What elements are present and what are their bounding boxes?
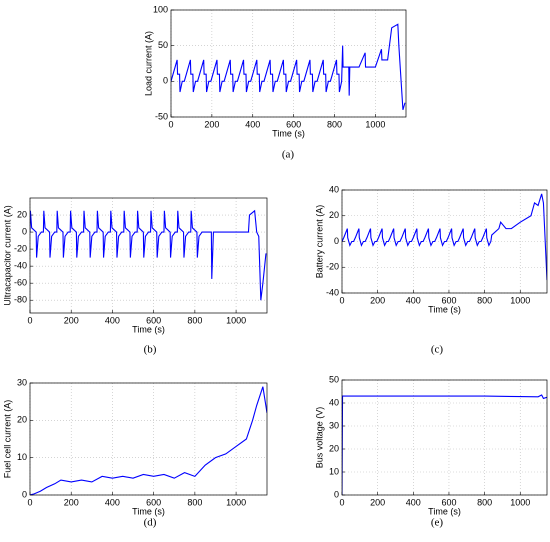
y-tick-label: 0 — [163, 76, 168, 86]
y-tick-label: 10 — [17, 452, 27, 462]
x-tick-label: 400 — [406, 497, 421, 507]
x-tick-label: 200 — [370, 295, 385, 305]
plot-frame — [29, 197, 268, 314]
data-line — [30, 386, 267, 495]
x-tick-label: 200 — [204, 119, 219, 129]
y-tick-label: 30 — [17, 377, 27, 387]
y-tick-label: -50 — [155, 111, 168, 121]
plot-frame — [341, 379, 548, 496]
panel-label: (d) — [144, 517, 157, 529]
y-tick-label: -20 — [14, 243, 27, 253]
y-axis-label: Fuel cell current (A) — [2, 400, 12, 479]
x-tick-label: 400 — [105, 497, 120, 507]
y-tick-label: 20 — [17, 415, 27, 425]
y-tick-label: 50 — [329, 374, 339, 384]
y-tick-label: -40 — [14, 261, 27, 271]
y-tick-label: -80 — [14, 295, 27, 305]
y-tick-label: 0 — [334, 489, 339, 499]
x-tick-label: 600 — [441, 295, 456, 305]
plot-frame — [170, 9, 407, 118]
x-tick-label: 800 — [477, 295, 492, 305]
panel-label: (c) — [431, 344, 444, 356]
x-tick-label: 400 — [105, 315, 120, 325]
x-axis-label: Time (s) — [272, 128, 305, 138]
x-axis-label: Time (s) — [132, 506, 165, 516]
x-tick-label: 200 — [370, 497, 385, 507]
y-axis-label: Battery current (A) — [314, 205, 324, 279]
x-tick-label: 1000 — [226, 315, 246, 325]
y-tick-label: 20 — [329, 210, 339, 220]
y-tick-label: 40 — [329, 397, 339, 407]
y-tick-label: 0 — [22, 226, 27, 236]
y-tick-label: 10 — [329, 466, 339, 476]
x-axis-label: Time (s) — [428, 304, 461, 314]
x-tick-label: 1000 — [365, 119, 385, 129]
panel-label: (b) — [144, 344, 157, 356]
x-tick-label: 400 — [406, 295, 421, 305]
y-tick-label: 100 — [153, 4, 168, 14]
y-axis-label: Ultracapacitor current (A) — [2, 205, 12, 306]
y-tick-label: 40 — [329, 184, 339, 194]
panel-label: (e) — [431, 517, 444, 529]
x-tick-label: 800 — [477, 497, 492, 507]
x-tick-label: 1000 — [510, 497, 530, 507]
x-tick-label: 200 — [64, 315, 79, 325]
x-tick-label: 600 — [286, 119, 301, 129]
data-line — [342, 193, 547, 281]
y-tick-label: -20 — [326, 262, 339, 272]
plot-frame — [29, 382, 268, 496]
data-line — [30, 209, 267, 301]
y-tick-label: 30 — [329, 420, 339, 430]
x-tick-label: 0 — [339, 497, 344, 507]
plot-frame — [341, 189, 548, 294]
x-axis-label: Time (s) — [428, 506, 461, 516]
y-tick-label: 0 — [334, 236, 339, 246]
y-axis-label: Load current (A) — [143, 31, 153, 96]
y-tick-label: -60 — [14, 278, 27, 288]
y-tick-label: -40 — [326, 287, 339, 297]
panel-label: (a) — [282, 149, 295, 161]
data-line — [171, 23, 406, 111]
x-tick-label: 0 — [27, 315, 32, 325]
x-tick-label: 600 — [441, 497, 456, 507]
x-tick-label: 800 — [187, 315, 202, 325]
y-tick-label: 50 — [158, 40, 168, 50]
x-tick-label: 600 — [146, 315, 161, 325]
x-tick-label: 1000 — [510, 295, 530, 305]
x-tick-label: 0 — [27, 497, 32, 507]
y-tick-label: 20 — [329, 443, 339, 453]
x-axis-label: Time (s) — [132, 324, 165, 334]
y-axis-label: Bus voltage (V) — [314, 407, 324, 469]
x-tick-label: 400 — [245, 119, 260, 129]
y-tick-label: 20 — [17, 209, 27, 219]
x-tick-label: 1000 — [226, 497, 246, 507]
x-tick-label: 200 — [64, 497, 79, 507]
x-tick-label: 800 — [327, 119, 342, 129]
data-line — [342, 394, 547, 495]
x-tick-label: 600 — [146, 497, 161, 507]
x-tick-label: 0 — [339, 295, 344, 305]
x-tick-label: 0 — [168, 119, 173, 129]
y-tick-label: 0 — [22, 489, 27, 499]
x-tick-label: 800 — [187, 497, 202, 507]
